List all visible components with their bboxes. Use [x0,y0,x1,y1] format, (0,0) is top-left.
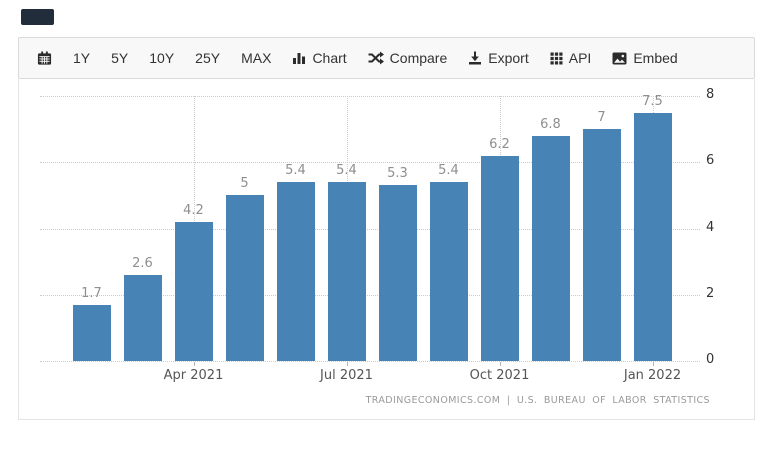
toolbar-button-label: 5Y [111,50,129,66]
bar[interactable] [123,275,162,361]
h-gridline [40,228,700,230]
toolbar-button-label: Export [488,50,529,66]
bar[interactable] [582,129,621,361]
x-axis-label: Apr 2021 [163,368,224,383]
bar[interactable] [531,136,570,361]
x-axis-label: Oct 2021 [469,368,530,383]
bar-value-label: 5.4 [336,163,357,178]
bar[interactable] [327,182,366,361]
bar[interactable] [378,185,417,361]
y-axis-label: 6 [706,153,715,169]
toolbar-button-range-10y[interactable]: 10Y [149,50,174,66]
export-download-icon [468,51,482,65]
bar[interactable] [429,182,468,361]
toolbar-button-range-1y[interactable]: 1Y [73,50,90,66]
toolbar-button-label: 1Y [73,50,91,66]
bar-value-label: 7.5 [642,94,663,109]
toolbar-button-label: Embed [633,50,678,66]
bar[interactable] [480,156,519,361]
bar[interactable] [225,195,264,361]
toolbar-button-label: Chart [312,50,347,66]
bar-value-label: 2.6 [132,256,153,271]
toolbar-button-label: Compare [389,50,448,66]
h-gridline [40,162,700,164]
toolbar: 1Y 5Y 10Y 25Y MAX Chart Compare Export API Embed [18,37,755,79]
bar-value-label: 5.3 [387,166,408,181]
h-gridline [40,361,700,362]
embed-image-icon [612,52,627,65]
bar-value-label: 6.2 [489,137,510,152]
chart-attribution: TRADINGECONOMICS.COM | U.S. BUREAU OF LA… [365,395,710,406]
bar-value-label: 5.4 [438,163,459,178]
bar-chart-icon [292,51,306,65]
bar-value-label: 7 [597,110,606,125]
toolbar-button-chart[interactable]: Chart [292,50,347,66]
bar-value-label: 6.8 [540,117,561,132]
h-gridline [40,294,700,296]
api-grid-icon [550,52,563,65]
page-corner-fragment [21,9,54,25]
x-axis-tick [652,362,654,366]
toolbar-button-export[interactable]: Export [468,50,529,66]
bar[interactable] [276,182,315,361]
h-gridline [40,96,700,97]
x-axis-label: Jul 2021 [320,368,373,383]
bar[interactable] [174,222,213,361]
x-axis-tick [193,362,195,366]
bar[interactable] [633,113,672,361]
x-axis-label: Jan 2022 [623,368,682,383]
calendar-icon[interactable] [37,50,52,66]
toolbar-button-range-max[interactable]: MAX [241,50,271,66]
x-axis-tick [346,362,348,366]
toolbar-button-label: 10Y [149,50,175,66]
y-axis-label: 2 [706,285,715,301]
chart-plot-area: 0 2 4 6 8 Apr 2021 Jul 2021 Oct 2021 Jan 2022 1.7… [19,79,754,419]
chart-panel: 0 2 4 6 8 Apr 2021 Jul 2021 Oct 2021 Jan 2022 1.7… [18,79,755,420]
compare-shuffle-icon [368,51,384,65]
bar-value-label: 1.7 [81,286,102,301]
toolbar-button-label: 25Y [195,50,221,66]
calendar-icon [37,50,52,66]
toolbar-button-api[interactable]: API [550,50,592,66]
bar[interactable] [72,305,111,361]
bar-value-label: 5 [240,176,249,191]
toolbar-button-range-25y[interactable]: 25Y [195,50,220,66]
toolbar-button-compare[interactable]: Compare [368,50,448,66]
toolbar-button-range-5y[interactable]: 5Y [111,50,128,66]
y-axis-label: 0 [706,352,715,367]
x-axis-tick [499,362,501,366]
y-axis-label: 8 [706,87,715,102]
toolbar-button-label: MAX [241,50,272,66]
bar-value-label: 4.2 [183,203,204,218]
toolbar-button-label: API [568,50,592,66]
toolbar-button-embed[interactable]: Embed [612,50,678,66]
y-axis-label: 4 [706,219,715,235]
bar-value-label: 5.4 [285,163,306,178]
